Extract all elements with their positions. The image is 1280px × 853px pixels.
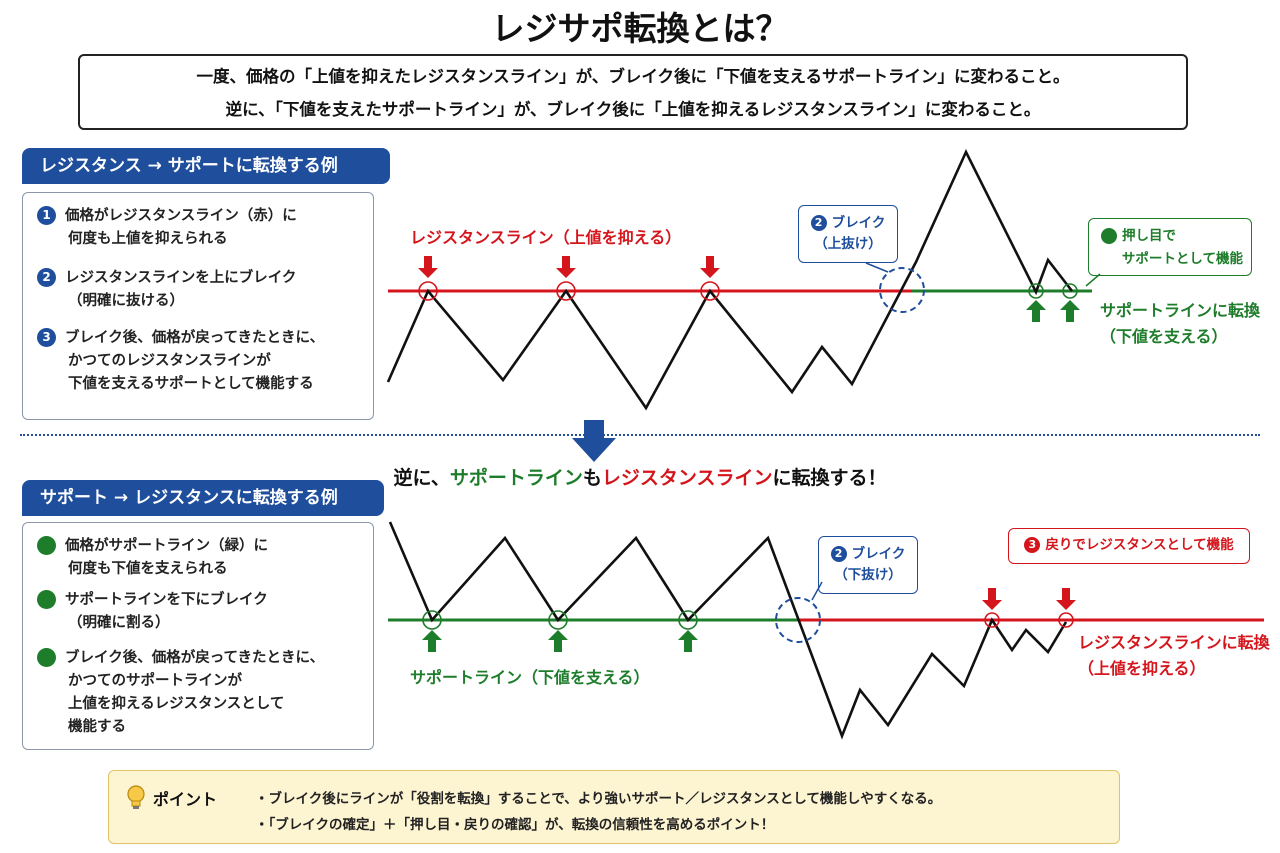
step-text: （明確に抜ける） [68, 293, 184, 309]
label-text: サポートラインに転換 [1100, 301, 1261, 320]
up-arrow-icon [548, 630, 568, 652]
step-text: 価格がレジスタンスライン（赤）に [65, 208, 297, 224]
step-text: かつてのサポートラインが [68, 673, 242, 689]
point-bullet-2: ・「ブレイクの確定」＋「押し目・戻りの確認」が、転換の信頼性を高めるポイント！ [255, 817, 775, 833]
breakout-circle [775, 597, 821, 643]
down-arrow-icon [418, 256, 438, 278]
callout-pointer [865, 262, 889, 273]
step-number-badge: 1 [37, 536, 56, 555]
touch-marker [548, 610, 568, 630]
transition-resistance-word: レジスタンスライン [601, 467, 773, 489]
callout-text: （下抜け） [834, 567, 902, 583]
touch-marker [418, 281, 438, 301]
down-arrow-icon [1056, 588, 1076, 610]
up-arrow-icon [1060, 300, 1080, 322]
callout-text: （上抜け） [814, 236, 882, 252]
pullback-callout: 3 押し目で サポートとして機能 [1088, 218, 1252, 276]
section2-header: サポート → レジスタンスに転換する例 [22, 480, 384, 516]
transition-prefix: 逆に、 [393, 467, 450, 489]
section1-step-3: 3 ブレイク後、価格が戻ってきたときに、 かつてのレジスタンスラインが 下値を支え… [37, 327, 324, 396]
callout-text: 押し目で [1122, 228, 1176, 244]
down-arrow-icon [556, 256, 576, 278]
breakout-up-callout: 2 ブレイク （上抜け） [798, 205, 898, 263]
touch-marker [1028, 283, 1044, 299]
step-text: ブレイク後、価格が戻ってきたときに、 [65, 650, 325, 666]
section-divider [20, 434, 1260, 436]
step-number-badge: 2 [830, 546, 847, 562]
section2-steps-box: 1 価格がサポートライン（緑）に 何度も下値を支えられる 2 サポートラインを下にブ… [22, 522, 374, 750]
label-text: （下値を支える） [1100, 327, 1228, 346]
converted-support-label: サポートラインに転換 （下値を支える） [1100, 298, 1260, 350]
step-text: サポートラインを下にブレイク [65, 592, 268, 608]
step-text: 何度も下値を支えられる [68, 561, 228, 577]
label-text: （上値を抑える） [1078, 659, 1206, 678]
point-box: ポイント ・ブレイク後にラインが「役割を転換」することで、より強いサポート／レジ… [108, 770, 1120, 844]
support-line-label: サポートライン（下値を支える） [410, 668, 650, 687]
breakout-down-callout: 2 ブレイク （下抜け） [818, 536, 918, 594]
step-text: 上値を抑えるレジスタンスとして [68, 696, 285, 712]
touch-marker [700, 281, 720, 301]
section1-steps-box: 1 価格がレジスタンスライン（赤）に 何度も上値を抑えられる 2 レジスタンスライン… [22, 192, 374, 420]
page-title: レジサポ転換とは？ [491, 9, 789, 48]
step-text: 機能する [68, 719, 126, 735]
transition-text: 逆に、サポートラインもレジスタンスラインに転換する！ [0, 463, 1280, 490]
callout-text: 戻りでレジスタンスとして機能 [1045, 537, 1234, 553]
step-number-badge: 2 [810, 215, 827, 231]
step-number-badge: 3 [1101, 228, 1117, 244]
price-path-2 [388, 521, 1068, 740]
step-number-badge: 1 [37, 206, 56, 225]
callout-pointer [1085, 273, 1101, 287]
step-text: ブレイク後、価格が戻ってきたときに、 [65, 330, 325, 346]
callout-pointer [811, 581, 823, 601]
breakout-circle [879, 267, 925, 313]
step-text: レジスタンスラインを上にブレイク [65, 270, 297, 286]
touch-marker [556, 281, 576, 301]
touch-marker [984, 612, 1000, 628]
step-text: 下値を支えるサポートとして機能する [68, 376, 314, 392]
section2-step-2: 2 サポートラインを下にブレイク （明確に割る） [37, 589, 268, 635]
pullback-resistance-callout: 3 戻りでレジスタンスとして機能 [1008, 528, 1250, 564]
callout-text: ブレイク [851, 546, 906, 562]
step-text: 何度も上値を抑えられる [68, 231, 228, 247]
section1-header: レジスタンス → サポートに転換する例 [22, 148, 390, 184]
transition-mid: も [582, 467, 602, 489]
up-arrow-icon [1026, 300, 1046, 322]
section2-step-3: 3 ブレイク後、価格が戻ってきたときに、 かつてのサポートラインが 上値を抑えるレ… [37, 647, 324, 739]
point-bullet-1: ・ブレイク後にラインが「役割を転換」することで、より強いサポート／レジスタンスと… [255, 791, 942, 807]
down-arrow-icon [700, 256, 720, 278]
step-number-badge: 3 [37, 328, 56, 347]
section1-step-1: 1 価格がレジスタンスライン（赤）に 何度も上値を抑えられる [37, 205, 297, 251]
step-number-badge: 3 [37, 648, 56, 667]
step-text: かつてのレジスタンスラインが [68, 353, 271, 369]
price-path-1 [386, 148, 1074, 411]
converted-resistance-label: レジスタンスラインに転換 （上値を抑える） [1078, 630, 1270, 682]
transition-support-word: サポートライン [449, 467, 583, 489]
resistance-line-label: レジスタンスライン（上値を抑える） [410, 228, 682, 247]
intro-line-2: 逆に、「下値を支えたサポートライン」が、ブレイク後に「上値を抑えるレジスタンスラ… [225, 100, 1041, 119]
point-title: ポイント [153, 790, 218, 809]
section2-step-1: 1 価格がサポートライン（緑）に 何度も下値を支えられる [37, 535, 268, 581]
touch-marker [678, 610, 698, 630]
step-number-badge: 3 [1024, 537, 1041, 553]
section1-step-2: 2 レジスタンスラインを上にブレイク （明確に抜ける） [37, 267, 296, 313]
callout-text: サポートとして機能 [1121, 251, 1243, 267]
intro-box: 一度、価格の「上値を抑えたレジスタンスライン」が、ブレイク後に「下値を支えるサポ… [78, 54, 1188, 130]
touch-marker [1058, 612, 1074, 628]
lightbulb-icon [125, 785, 147, 815]
touch-marker [422, 610, 442, 630]
step-number-badge: 2 [37, 590, 56, 609]
step-text: （明確に割る） [68, 615, 170, 631]
intro-line-1: 一度、価格の「上値を抑えたレジスタンスライン」が、ブレイク後に「下値を支えるサポ… [196, 67, 1070, 86]
label-text: レジスタンスラインに転換 [1078, 633, 1270, 652]
transition-suffix: に転換する！ [772, 467, 887, 489]
touch-marker [1062, 283, 1078, 299]
up-arrow-icon [422, 630, 442, 652]
down-arrow-icon [982, 588, 1002, 610]
step-text: 価格がサポートライン（緑）に [65, 538, 268, 554]
callout-text: ブレイク [831, 215, 886, 231]
up-arrow-icon [678, 630, 698, 652]
step-number-badge: 2 [37, 268, 56, 287]
